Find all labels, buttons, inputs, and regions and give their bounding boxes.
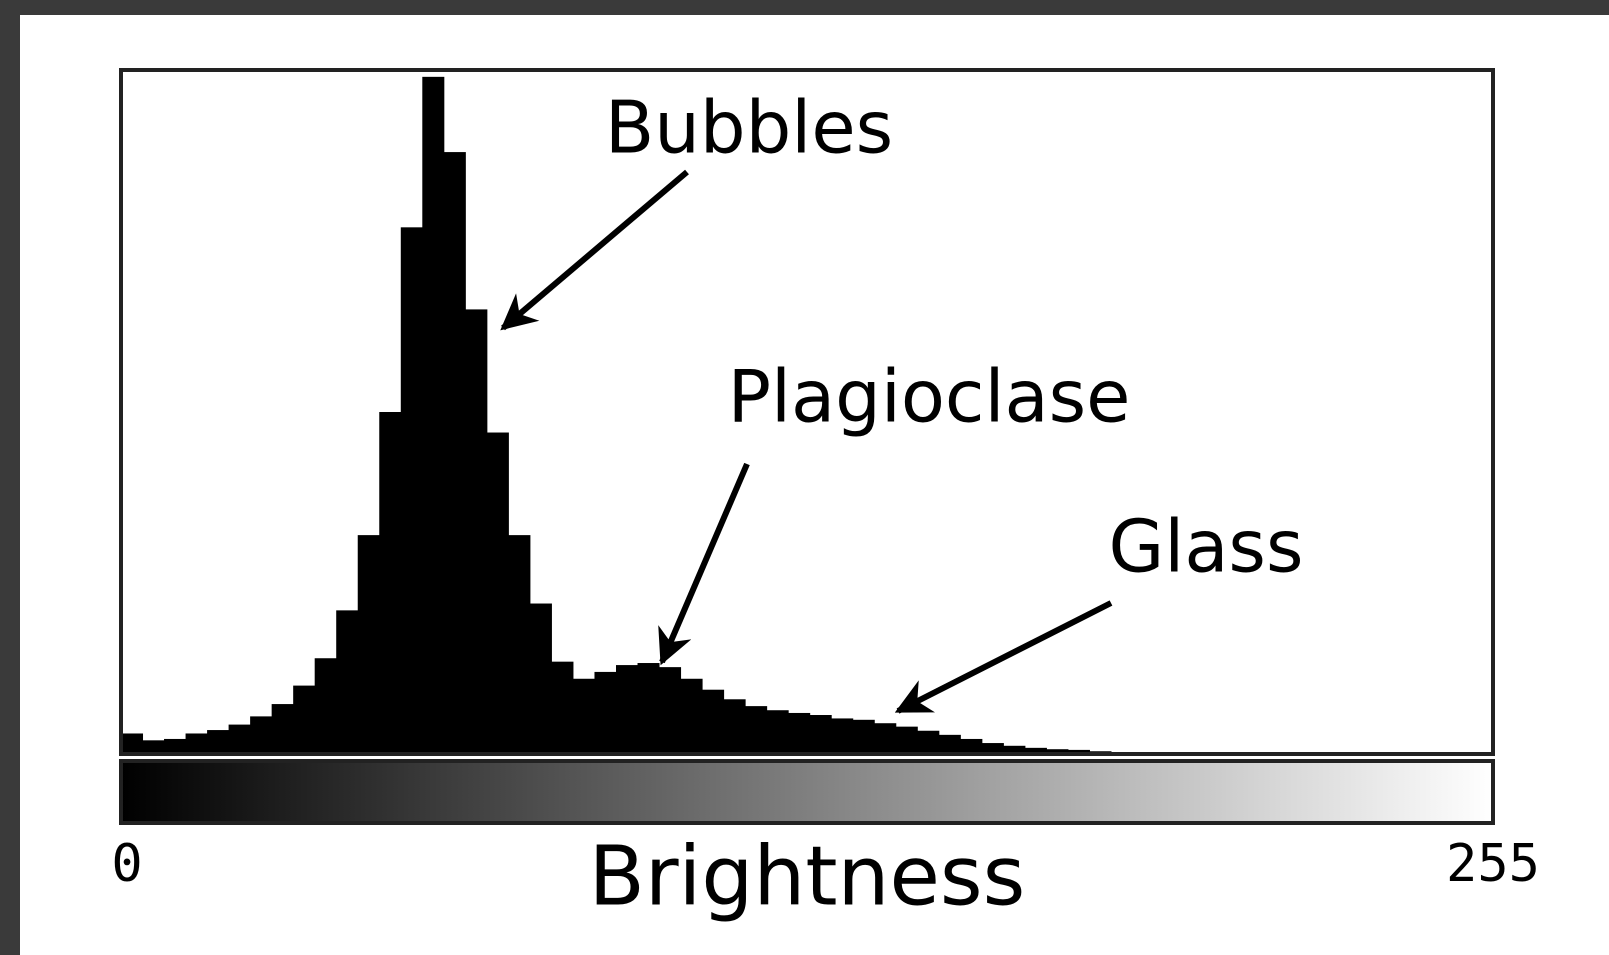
bar	[767, 710, 789, 754]
bar	[551, 662, 573, 754]
bar	[702, 690, 724, 754]
bar	[229, 725, 251, 754]
bar	[681, 679, 703, 754]
x-axis-label: Brightness	[589, 829, 1026, 924]
bar	[164, 739, 186, 754]
page: {"chart_data": { "type": "histogram", "x…	[0, 0, 1609, 955]
bar	[917, 731, 939, 754]
bar	[724, 699, 746, 754]
bar	[487, 433, 509, 754]
bar	[143, 740, 165, 754]
bar	[810, 715, 832, 754]
bar	[853, 720, 875, 754]
bar	[831, 718, 853, 754]
bar	[638, 663, 660, 754]
bar	[508, 535, 530, 754]
bar	[616, 665, 638, 754]
bar	[960, 739, 982, 754]
annotation: Bubbles	[605, 86, 893, 170]
annotation: Glass	[1109, 505, 1304, 589]
bar	[896, 727, 918, 754]
gradient-bar	[121, 761, 1493, 823]
bar	[272, 704, 294, 754]
bar	[422, 77, 444, 754]
bar	[788, 713, 810, 754]
bar	[121, 733, 143, 754]
bar	[358, 535, 380, 754]
bar	[336, 610, 358, 754]
bar	[465, 309, 487, 754]
chart: Bubbles Plagioclase Glass Brightness 0 25…	[0, 0, 1609, 955]
bar	[250, 716, 272, 754]
bar	[874, 723, 896, 754]
x-tick-label: 0	[111, 834, 142, 894]
bar	[186, 733, 208, 754]
bar	[659, 667, 681, 754]
bar	[939, 735, 961, 754]
bar	[745, 706, 767, 754]
x-tick-label: 255	[1446, 834, 1540, 894]
bar	[530, 604, 552, 754]
bar	[573, 679, 595, 754]
bar	[444, 152, 466, 754]
bar	[594, 672, 616, 754]
annotation: Plagioclase	[728, 355, 1131, 439]
bar	[207, 730, 229, 754]
bar	[401, 227, 423, 754]
bar	[315, 658, 337, 754]
bar	[379, 412, 401, 754]
bar	[293, 686, 315, 754]
